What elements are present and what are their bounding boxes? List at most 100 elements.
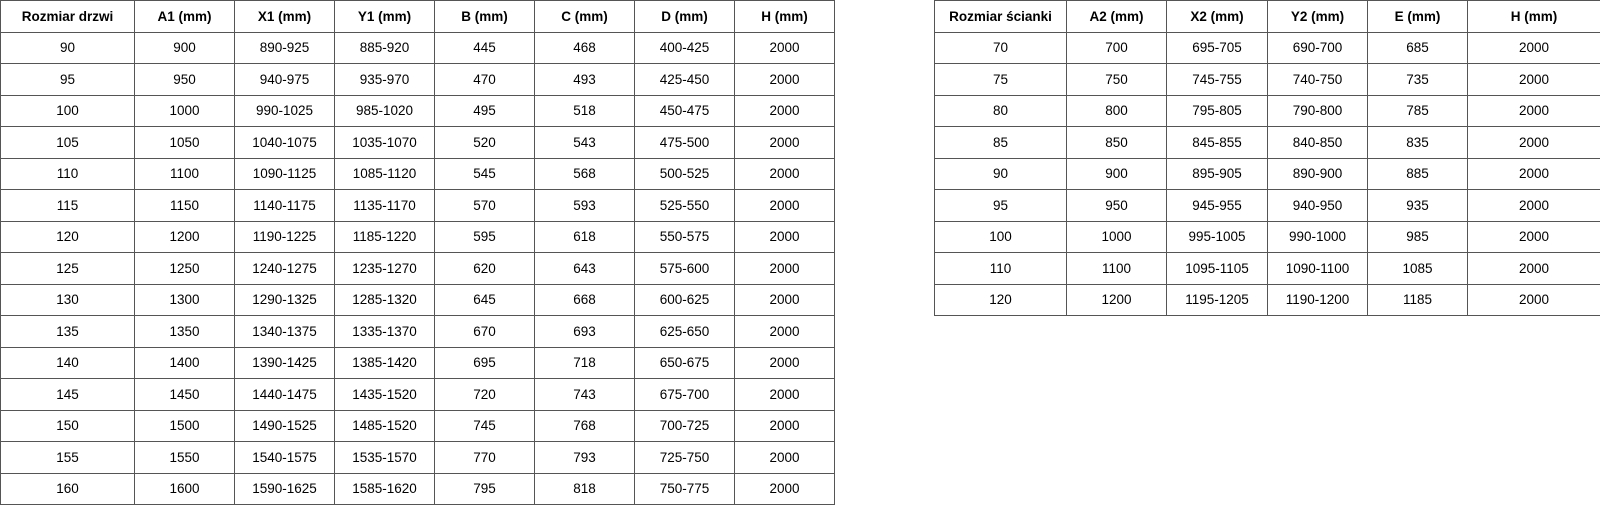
table-cell: 2000 xyxy=(1467,31,1600,64)
table-cell: 2000 xyxy=(734,189,835,222)
table-cell: 2000 xyxy=(734,126,835,159)
table-cell: 1000 xyxy=(134,94,235,127)
table-cell: 745-755 xyxy=(1166,63,1268,96)
table-cell: 2000 xyxy=(734,94,835,127)
table-cell: 2000 xyxy=(734,409,835,442)
table-cell: 400-425 xyxy=(634,31,735,64)
table-cell: 793 xyxy=(534,441,635,474)
table-cell: 990-1000 xyxy=(1267,220,1368,253)
table-cell: 650-675 xyxy=(634,346,735,379)
table-cell: 1485-1520 xyxy=(334,409,435,442)
table-cell: 1035-1070 xyxy=(334,126,435,159)
table-cell: 693 xyxy=(534,315,635,348)
table-cell: 2000 xyxy=(1467,94,1600,127)
table-cell: 1300 xyxy=(134,283,235,316)
table-cell: 100 xyxy=(0,94,135,127)
column-header: H (mm) xyxy=(1467,0,1600,33)
column-header: A2 (mm) xyxy=(1066,0,1167,33)
table-row: 155 1550 1540-1575 1535-1570 770 793 725-750 20… xyxy=(0,441,835,474)
table-cell: 130 xyxy=(0,283,135,316)
table-cell: 785 xyxy=(1367,94,1468,127)
table-cell: 500-525 xyxy=(634,157,735,190)
table-cell: 90 xyxy=(934,157,1067,190)
table-cell: 2000 xyxy=(734,31,835,64)
table-cell: 725-750 xyxy=(634,441,735,474)
table-cell: 475-500 xyxy=(634,126,735,159)
table-cell: 935-970 xyxy=(334,63,435,96)
table-row: 145 1450 1440-1475 1435-1520 720 743 675-700 20… xyxy=(0,378,835,411)
table-cell: 2000 xyxy=(1467,220,1600,253)
table-cell: 2000 xyxy=(734,283,835,316)
table-cell: 2000 xyxy=(1467,252,1600,285)
table-cell: 2000 xyxy=(734,441,835,474)
table-cell: 743 xyxy=(534,378,635,411)
table-cell: 2000 xyxy=(734,220,835,253)
table-cell: 2000 xyxy=(1467,283,1600,316)
table-cell: 1350 xyxy=(134,315,235,348)
table-cell: 1440-1475 xyxy=(234,378,335,411)
table-row: 125 1250 1240-1275 1235-1270 620 643 575-600 20… xyxy=(0,252,835,285)
table-cell: 2000 xyxy=(734,472,835,505)
table-row: 85 850 845-855 840-850 835 2000 xyxy=(934,126,1600,159)
table-cell: 1050 xyxy=(134,126,235,159)
table-cell: 1185 xyxy=(1367,283,1468,316)
column-header: D (mm) xyxy=(634,0,735,33)
table-row: 100 1000 995-1005 990-1000 985 2000 xyxy=(934,220,1600,253)
table-cell: 700 xyxy=(1066,31,1167,64)
table-cell: 675-700 xyxy=(634,378,735,411)
table-cell: 545 xyxy=(434,157,535,190)
wall-dimensions-table: Rozmiar ścianki A2 (mm) X2 (mm) Y2 (mm) E (m… xyxy=(934,0,1600,316)
table-cell: 120 xyxy=(0,220,135,253)
table-cell: 70 xyxy=(934,31,1067,64)
table-cell: 1085-1120 xyxy=(334,157,435,190)
table-cell: 1190-1200 xyxy=(1267,283,1368,316)
table-cell: 620 xyxy=(434,252,535,285)
table-cell: 1090-1100 xyxy=(1267,252,1368,285)
table-cell: 85 xyxy=(934,126,1067,159)
table-cell: 80 xyxy=(934,94,1067,127)
table-row: 105 1050 1040-1075 1035-1070 520 543 475-500 20… xyxy=(0,126,835,159)
table-cell: 695-705 xyxy=(1166,31,1268,64)
table-cell: 995-1005 xyxy=(1166,220,1268,253)
table-cell: 835 xyxy=(1367,126,1468,159)
table-cell: 90 xyxy=(0,31,135,64)
table-row: 75 750 745-755 740-750 735 2000 xyxy=(934,63,1600,96)
header-row: Rozmiar drzwi A1 (mm) X1 (mm) Y1 (mm) B (mm)… xyxy=(0,0,835,33)
table-cell: 1540-1575 xyxy=(234,441,335,474)
table-cell: 885 xyxy=(1367,157,1468,190)
column-header: B (mm) xyxy=(434,0,535,33)
table-cell: 2000 xyxy=(734,378,835,411)
table-cell: 818 xyxy=(534,472,635,505)
table-row: 90 900 895-905 890-900 885 2000 xyxy=(934,157,1600,190)
table-cell: 1490-1525 xyxy=(234,409,335,442)
table-cell: 795-805 xyxy=(1166,94,1268,127)
table-cell: 1100 xyxy=(1066,252,1167,285)
table-cell: 1135-1170 xyxy=(334,189,435,222)
table-cell: 1150 xyxy=(134,189,235,222)
column-header: X2 (mm) xyxy=(1166,0,1268,33)
table-cell: 670 xyxy=(434,315,535,348)
table-row: 100 1000 990-1025 985-1020 495 518 450-475 2000 xyxy=(0,94,835,127)
table-cell: 1600 xyxy=(134,472,235,505)
table-cell: 1590-1625 xyxy=(234,472,335,505)
table-cell: 595 xyxy=(434,220,535,253)
table-cell: 120 xyxy=(934,283,1067,316)
table-cell: 1190-1225 xyxy=(234,220,335,253)
table-cell: 1400 xyxy=(134,346,235,379)
column-header: A1 (mm) xyxy=(134,0,235,33)
table-cell: 593 xyxy=(534,189,635,222)
table-cell: 550-575 xyxy=(634,220,735,253)
table-cell: 600-625 xyxy=(634,283,735,316)
table-row: 70 700 695-705 690-700 685 2000 xyxy=(934,31,1600,64)
table-cell: 945-955 xyxy=(1166,189,1268,222)
column-header: C (mm) xyxy=(534,0,635,33)
table-cell: 155 xyxy=(0,441,135,474)
table-row: 160 1600 1590-1625 1585-1620 795 818 750-775 20… xyxy=(0,472,835,505)
table-cell: 135 xyxy=(0,315,135,348)
table-cell: 800 xyxy=(1066,94,1167,127)
table-cell: 940-950 xyxy=(1267,189,1368,222)
column-header: H (mm) xyxy=(734,0,835,33)
table-cell: 105 xyxy=(0,126,135,159)
table-cell: 1095-1105 xyxy=(1166,252,1268,285)
table-cell: 1290-1325 xyxy=(234,283,335,316)
